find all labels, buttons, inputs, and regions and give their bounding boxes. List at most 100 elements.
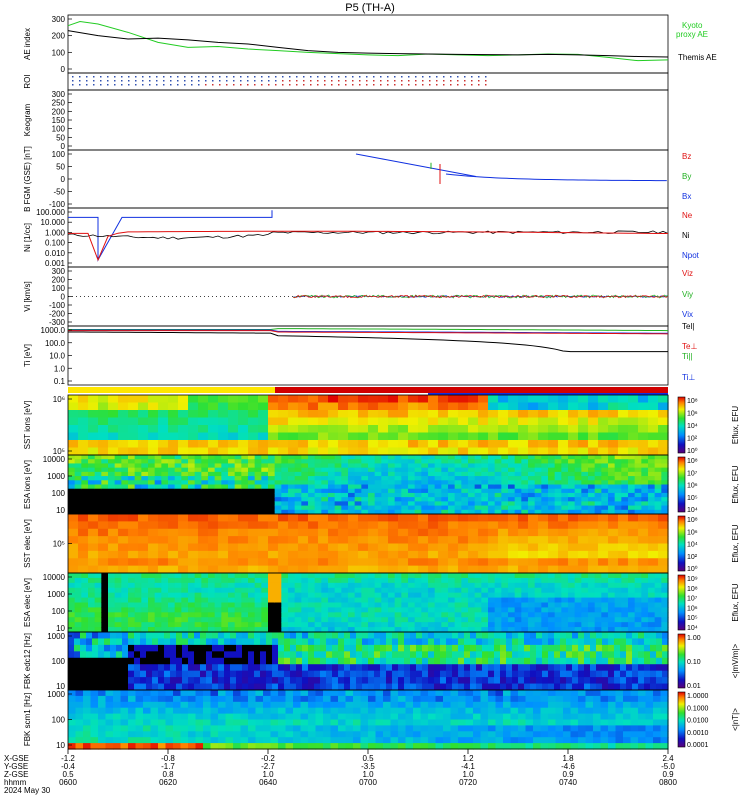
colorbar-tick-fbk_e: 0.01 <box>687 683 701 690</box>
series-line-tel <box>67 331 668 353</box>
colorbar-tick-esa_e: 10⁹ <box>687 576 698 583</box>
legend-viz: Viz <box>682 269 693 278</box>
series-line-viz <box>292 294 669 299</box>
xtick-y-gse: -3.5 <box>361 762 375 771</box>
axis-row-label: Y-GSE <box>4 762 28 771</box>
legend-themis: Themis AE <box>678 53 717 62</box>
series-line-teperp <box>68 330 669 335</box>
colorbar-label-fbk_b: <|nT|> <box>731 708 740 731</box>
series-line-npot <box>68 210 273 262</box>
plot-title: P5 (TH-A) <box>345 2 395 14</box>
colorbar-label-sst_i: Eflux, EFU <box>731 406 740 444</box>
colorbar-tick-sst_e: 10⁴ <box>687 542 698 549</box>
panel-ylabel-keogram: Keogram <box>23 103 32 136</box>
ytick-label-keogram: 0 <box>61 142 66 151</box>
panel-ylabel-ti: Ti [eV] <box>23 344 32 367</box>
colorbar-sst_i <box>677 396 686 454</box>
ytick-label-ae: 300 <box>52 15 66 24</box>
colorbar-tick-sst_e: 10² <box>687 554 698 561</box>
heatmap-sst_i <box>68 395 669 456</box>
ytick-label-keogram: 50 <box>56 133 65 142</box>
colorbar-label-sst_e: Eflux, EFU <box>731 524 740 562</box>
region-bar-yellow <box>68 387 275 393</box>
xtick-x-gse: -0.2 <box>261 754 275 763</box>
ytick-label-ti: 10.0 <box>49 352 65 361</box>
ytick-label-fbk_e: 100 <box>52 657 66 666</box>
colorbar-tick-esa_e: 10⁶ <box>687 605 698 612</box>
xtick-hhmm: 0720 <box>459 778 477 787</box>
colorbar-tick-sst_i: 10² <box>687 436 698 443</box>
ytick-label-esa_i: 10 <box>56 506 65 515</box>
region-bar-blue <box>428 393 668 396</box>
ytick-label-keogram: 200 <box>52 107 66 116</box>
xtick-y-gse: -0.4 <box>61 762 75 771</box>
series-line-ne <box>68 230 669 262</box>
ytick-label-vi: -300 <box>49 318 66 327</box>
panel-ylabel-vi: Vi [km/s] <box>23 281 32 312</box>
ytick-label-bfgm: -50 <box>53 188 65 197</box>
xtick-y-gse: -4.6 <box>561 762 575 771</box>
xtick-x-gse: 1.2 <box>462 754 474 763</box>
panel-ylabel-sst_e: SST elec [eV] <box>23 519 32 568</box>
ytick-label-bfgm: 50 <box>56 163 65 172</box>
ytick-label-fbk_b: 10 <box>56 741 65 750</box>
ytick-label-vi: -100 <box>49 301 66 310</box>
xtick-y-gse: -2.7 <box>261 762 275 771</box>
ytick-label-esa_e: 10 <box>56 624 65 633</box>
ytick-label-esa_e: 1000 <box>47 590 65 599</box>
legend-teperp: Te⊥ <box>682 342 697 351</box>
panel-frame-ti <box>67 325 669 386</box>
ytick-label-bfgm: -100 <box>49 200 66 209</box>
ytick-label-ni: 0.100 <box>45 239 66 248</box>
xtick-hhmm: 0640 <box>259 778 277 787</box>
legend-bz: Bz <box>682 152 691 161</box>
heatmap-esa_i <box>68 455 669 515</box>
colorbar-tick-sst_i: 10⁴ <box>687 423 698 430</box>
colorbar-tick-esa_i: 10⁵ <box>687 495 698 502</box>
ytick-label-vi: 0 <box>61 293 66 302</box>
series-line-ae-1 <box>67 30 669 58</box>
panel-frame-ae <box>67 14 669 74</box>
xtick-hhmm: 0620 <box>159 778 177 787</box>
xtick-y-gse: -4.1 <box>461 762 475 771</box>
ytick-label-esa_i: 1000 <box>47 472 65 481</box>
panel-ylabel-fbk_b: FBK scm1 [Hz] <box>23 693 32 746</box>
ytick-label-ni: 0.001 <box>45 259 66 268</box>
xtick-hhmm: 0800 <box>659 778 677 787</box>
xtick-y-gse: -1.7 <box>161 762 175 771</box>
legend-tel: Tel| <box>682 322 694 331</box>
ytick-label-fbk_e: 1000 <box>47 632 65 641</box>
axis-row-label: X-GSE <box>4 754 29 763</box>
legend-vix: Vix <box>682 310 693 319</box>
colorbar-tick-esa_e: 10⁴ <box>687 625 698 632</box>
ytick-label-vi: -200 <box>49 310 66 319</box>
xtick-x-gse: -0.8 <box>161 754 175 763</box>
colorbar-esa_i <box>677 456 686 513</box>
legend-bx: Bx <box>682 192 691 201</box>
xtick-hhmm: 0700 <box>359 778 377 787</box>
series-line-tiperp <box>68 329 669 334</box>
panel-ylabel-ae: AE index <box>23 28 32 60</box>
colorbar-tick-sst_i: 10⁶ <box>687 411 698 418</box>
legend-npot: Npot <box>682 251 700 260</box>
xtick-z-gse: 0.9 <box>662 770 674 779</box>
series-line-till <box>68 328 669 332</box>
xtick-x-gse: -1.2 <box>61 754 75 763</box>
colorbar-tick-sst_e: 10⁶ <box>687 529 698 536</box>
ytick-label-esa_e: 100 <box>52 607 66 616</box>
legend-kyoto2: proxy AE <box>676 30 708 39</box>
ytick-label-esa_i: 100 <box>52 489 66 498</box>
ytick-label-keogram: 250 <box>52 99 66 108</box>
colorbar-tick-esa_i: 10⁸ <box>687 458 698 465</box>
ytick-label-fbk_b: 1000 <box>47 690 65 699</box>
ytick-label-ni: 100.000 <box>36 208 65 217</box>
colorbar-tick-fbk_b: 1.0000 <box>687 693 709 700</box>
xtick-hhmm: 0600 <box>59 778 77 787</box>
colorbar-tick-fbk_b: 0.1000 <box>687 705 709 712</box>
xtick-z-gse: 1.0 <box>362 770 374 779</box>
panel-frame-bfgm <box>67 149 669 209</box>
series-line-bx-a <box>355 153 477 177</box>
ytick-label-bfgm: 0 <box>61 175 66 184</box>
panel-ylabel-fbk_e: FBK edc12 [Hz] <box>23 633 32 689</box>
